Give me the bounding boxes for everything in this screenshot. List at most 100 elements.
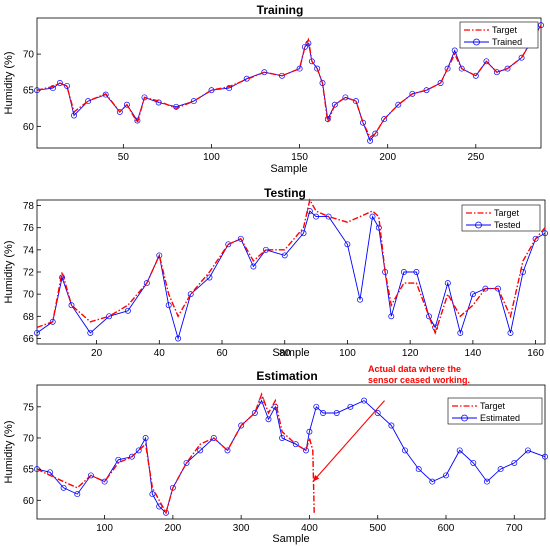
estimation-estimated-point [87,472,94,479]
annotation-arrow-line [312,400,385,482]
estimation-legend: Target Estimated [447,397,543,425]
training-xtick-label: 100 [203,152,220,163]
testing-tested-point [175,335,182,342]
testing-xtick-label: 20 [91,348,103,359]
estimation-estimated-point [388,422,395,429]
estimation-ytick-label: 60 [23,496,35,507]
testing-tested-point [87,329,94,336]
annotation-arrow-head [312,475,320,482]
testing-xtick-label: 120 [402,348,419,359]
testing-tested-point [124,307,131,314]
training-ytick-label: 65 [23,86,35,97]
estimation-ytick-label: 70 [23,433,35,444]
training-panel: Training Humidity (%) Sample 50 100 150 200… [3,3,544,175]
training-trained-point [538,22,544,29]
training-xlabel: Sample [270,163,307,175]
testing-ytick-label: 76 [23,223,35,234]
estimation-xtick-label: 500 [369,523,386,534]
estimation-estimated-point [306,428,313,435]
estimation-estimated-point [402,447,408,454]
training-trained-point [372,130,379,137]
training-trained-point [56,80,63,86]
estimation-legend-estimated-label: Estimated [480,413,520,423]
testing-tested-point [457,329,464,336]
training-trained-point [353,98,359,105]
testing-tested-point [482,285,489,292]
training-trained-point [85,98,92,105]
estimation-legend-box [447,397,543,425]
estimation-estimated-point [443,472,449,479]
estimation-estimated-point [429,478,436,485]
testing-tested-point [281,252,288,259]
estimation-estimated-point [149,491,156,498]
training-trained-point [444,65,451,72]
estimation-estimated-point [251,410,258,416]
training-trained-point [123,101,130,108]
training-ticks: 50 100 150 200 250 60 65 70 [23,50,485,163]
estimation-estimated-point [497,466,504,473]
testing-xtick-label: 80 [279,348,291,359]
training-xtick-label: 250 [467,152,484,163]
estimation-estimated-point [210,435,217,441]
testing-tested-point [68,302,75,309]
testing-tested-point [187,291,194,298]
testing-ytick-label: 72 [23,268,35,279]
estimation-estimated-point [34,466,40,473]
training-trained-point [472,72,479,79]
testing-xtick-label: 100 [339,348,356,359]
training-trained-point [395,101,402,108]
testing-tested-point [250,263,257,270]
estimation-axes-box [36,384,546,520]
estimation-estimated-point [470,459,477,466]
testing-ytick-label: 74 [23,245,35,256]
testing-tested-point [300,230,307,237]
training-ylabel: Humidity (%) [3,52,15,115]
testing-tested-point [313,213,320,220]
testing-tested-point [106,313,113,320]
testing-tested-point [237,235,244,242]
training-legend-target-label: Target [492,25,518,35]
estimation-xtick-label: 600 [438,523,455,534]
training-trained-point [296,65,303,72]
training-plot [34,22,544,144]
testing-tested-point [143,280,150,287]
testing-plot [34,198,548,342]
testing-tested-point [426,313,432,320]
testing-xtick-label: 160 [527,348,544,359]
estimation-ylabel: Humidity (%) [3,421,15,484]
training-trained-point [381,116,388,123]
estimation-estimated-point [313,403,320,410]
estimation-estimated-point [542,453,548,460]
training-trained-point [71,112,77,119]
testing-tested-point [49,318,56,325]
estimation-xtick-label: 300 [233,523,250,534]
training-trained-point [518,54,525,61]
testing-tested-point [400,269,407,275]
training-trained-point [437,80,444,86]
training-trained-point [190,98,197,105]
training-trained-point [367,137,374,144]
training-trained-point [226,85,233,92]
estimation-estimated-point [238,422,245,429]
testing-ticks: 20 40 60 80 100 120 140 160 66 68 70 72 74 76 78 [23,201,544,359]
testing-tested-point [413,269,420,275]
testing-panel: Testing Humidity (%) Sample 20 40 60 80 100 1… [3,186,548,359]
training-trained-point [342,94,349,101]
testing-tested-point [369,213,376,220]
testing-tested-point [542,230,548,237]
training-trained-point [331,101,338,108]
training-trained-point [64,82,70,89]
training-trained-point [360,119,366,126]
estimation-estimated-point [524,447,531,454]
estimation-estimated-point [361,397,368,404]
testing-legend-box [461,204,541,232]
testing-xtick-label: 140 [465,348,482,359]
training-xtick-label: 150 [291,152,308,163]
estimation-xtick-label: 100 [96,523,113,534]
estimation-estimated-point [511,459,518,466]
estimation-estimated-point [292,441,299,448]
estimation-estimated-point [272,403,279,410]
training-axes-box [36,17,542,149]
testing-tested-point [325,213,332,220]
